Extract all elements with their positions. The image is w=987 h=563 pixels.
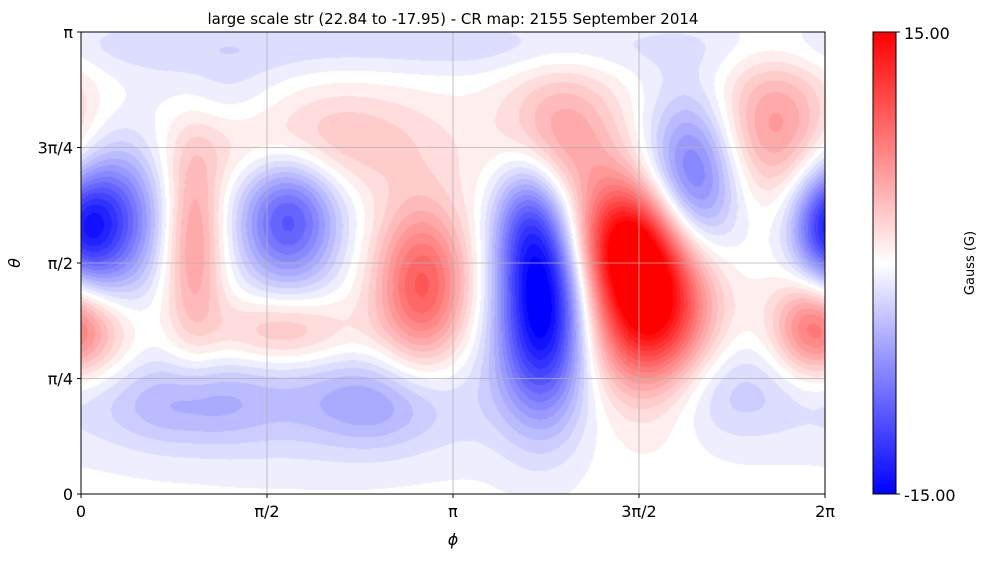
colorbar-label: Gauss (G) (963, 231, 978, 295)
y-tick-label-0: 0 (63, 485, 73, 504)
x-axis-label: ϕ (448, 530, 459, 549)
colorbar-max-label: 15.00 (904, 24, 950, 43)
chart-title: large scale str (22.84 to -17.95) - CR m… (208, 10, 699, 28)
x-tick-label-2: π (448, 502, 458, 521)
x-tick-label-3: 3π/2 (621, 502, 656, 521)
x-tick-label-4: 2π (815, 502, 835, 521)
y-tick-label-3: 3π/4 (38, 139, 73, 158)
colorbar (872, 31, 897, 495)
y-tick-label-4: π (63, 23, 73, 42)
x-axis-ticks: 0 π/2 π 3π/2 2π (76, 494, 835, 521)
y-axis-label: θ (5, 258, 24, 268)
x-tick-label-1: π/2 (254, 502, 279, 521)
y-axis-ticks: 0 π/4 π/2 3π/4 π (38, 23, 81, 504)
colorbar-min-label: -15.00 (904, 486, 956, 505)
y-tick-label-2: π/2 (48, 254, 73, 273)
y-tick-label-1: π/4 (48, 370, 73, 389)
x-tick-label-0: 0 (76, 502, 86, 521)
